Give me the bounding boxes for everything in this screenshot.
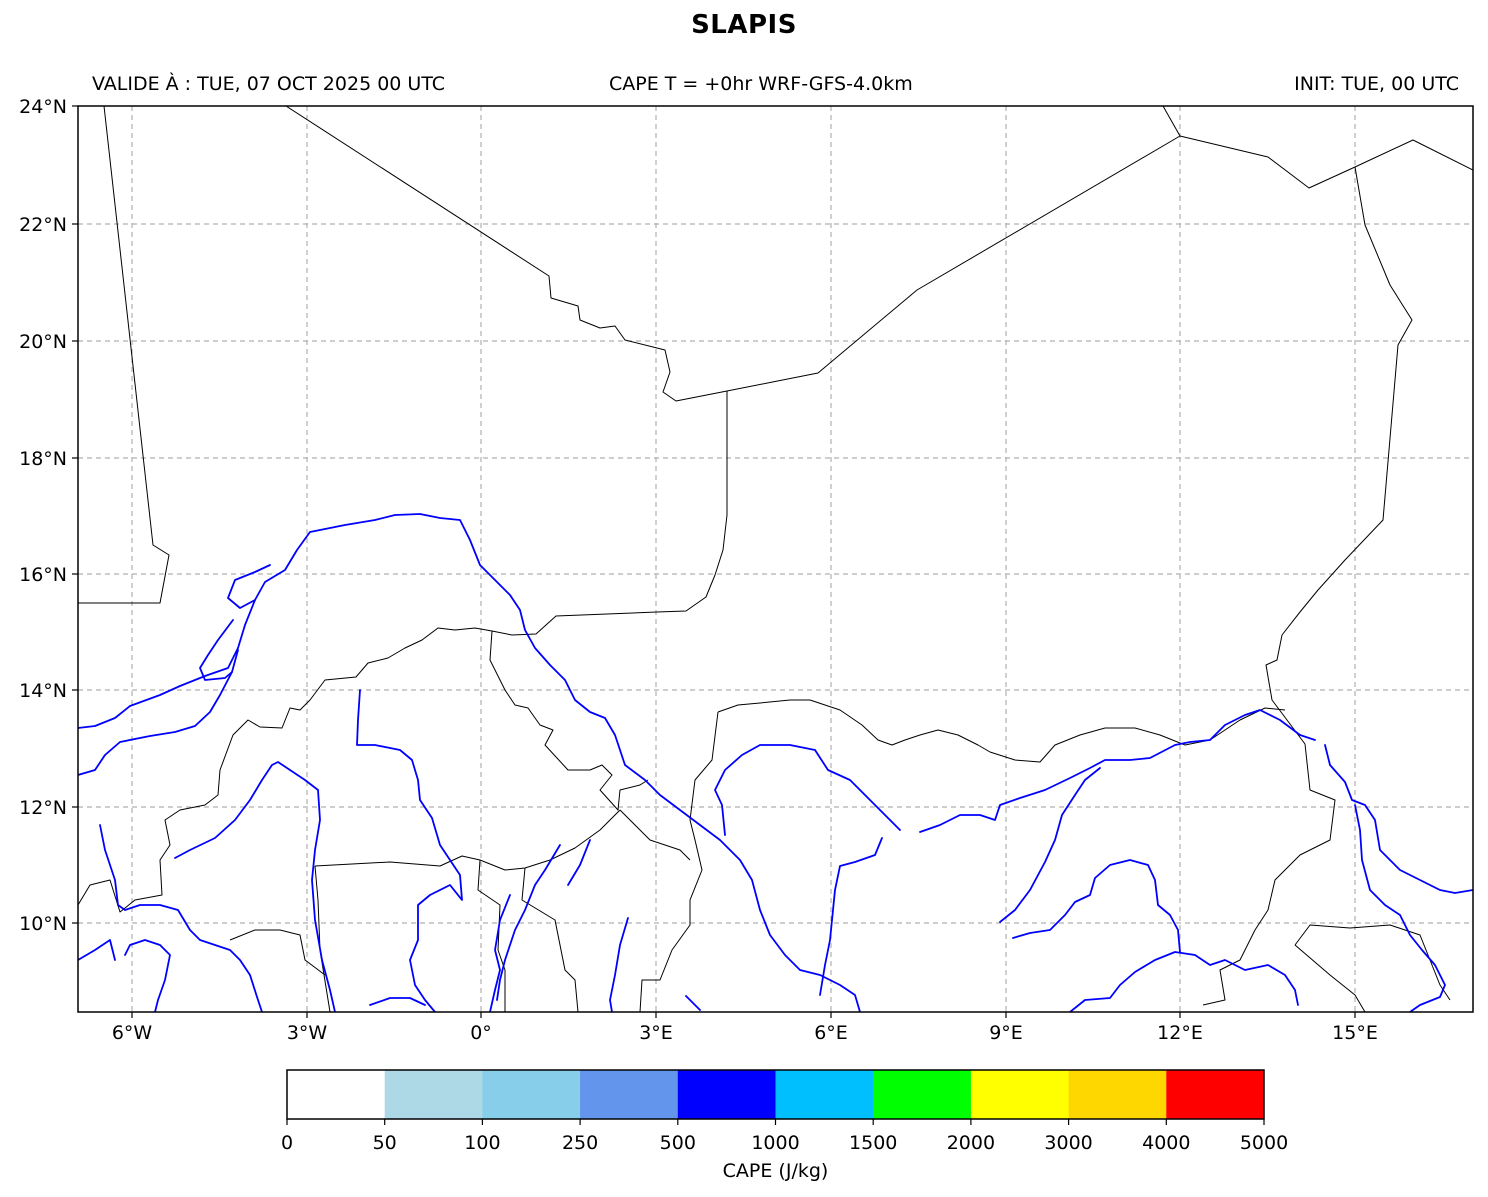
- colorbar-cell: [970, 1070, 1070, 1119]
- country-borders: [78, 106, 1473, 1012]
- lat-label: 14°N: [19, 680, 67, 702]
- colorbar-cell: [1166, 1070, 1265, 1119]
- colorbar-tick-label: 250: [562, 1132, 598, 1154]
- lat-label: 12°N: [19, 797, 67, 819]
- map-panel: [77, 105, 1474, 1013]
- colorbar-tick-label: 2000: [947, 1132, 995, 1154]
- colorbar-tick-label: 100: [464, 1132, 500, 1154]
- lat-label: 22°N: [19, 214, 67, 236]
- colorbar-cell: [775, 1070, 874, 1119]
- lon-label: 3°E: [639, 1022, 673, 1044]
- lat-tick-marks: [72, 105, 78, 924]
- colorbar-label: CAPE (J/kg): [723, 1160, 829, 1182]
- lon-label: 6°W: [112, 1022, 153, 1044]
- colorbar-cell: [384, 1070, 483, 1119]
- colorbar-tick-label: 0: [281, 1132, 293, 1154]
- colorbar-cell: [287, 1070, 386, 1119]
- valid-time-label: VALIDE À : TUE, 07 OCT 2025 00 UTC: [92, 73, 446, 95]
- colorbar-tick-label: 3000: [1044, 1132, 1092, 1154]
- lat-label: 16°N: [19, 564, 67, 586]
- colorbar-tick-label: 50: [373, 1132, 397, 1154]
- colorbar-cell: [873, 1070, 972, 1119]
- lon-label: 0°: [470, 1022, 492, 1044]
- lat-label: 10°N: [19, 913, 67, 935]
- lat-label: 24°N: [19, 96, 67, 118]
- init-time-label: INIT: TUE, 00 UTC: [1294, 73, 1459, 95]
- map-title: SLAPIS: [691, 10, 797, 40]
- field-label: CAPE T = +0hr WRF-GFS-4.0km: [609, 73, 913, 95]
- lon-tick-labels: 6°W 3°W 0° 3°E 6°E 9°E 12°E 15°E: [112, 1022, 1378, 1044]
- colorbar-tick-label: 1000: [751, 1132, 799, 1154]
- colorbar-tick-label: 4000: [1142, 1132, 1190, 1154]
- colorbar-cell: [1068, 1070, 1167, 1119]
- colorbar-tick-label: 5000: [1240, 1132, 1288, 1154]
- colorbar-tick-label: 1500: [849, 1132, 897, 1154]
- lat-label: 20°N: [19, 331, 67, 353]
- lat-tick-labels: 24°N 22°N 20°N 18°N 16°N 14°N 12°N 10°N: [19, 96, 67, 935]
- map-frame: [77, 105, 1474, 1013]
- colorbar-cell: [677, 1070, 776, 1119]
- map-gridlines: [78, 106, 1473, 1012]
- lat-label: 18°N: [19, 448, 67, 470]
- rivers: [78, 513, 1473, 1012]
- colorbar-cell: [580, 1070, 679, 1119]
- colorbar: 0 50 100 250 500 1000 1500 2000 3000 4000 5000 CAP…: [281, 1069, 1288, 1182]
- lon-label: 6°E: [814, 1022, 848, 1044]
- lon-tick-marks: [131, 1012, 1356, 1018]
- lon-label: 12°E: [1157, 1022, 1203, 1044]
- lon-label: 15°E: [1332, 1022, 1378, 1044]
- colorbar-cell: [482, 1070, 581, 1119]
- colorbar-tick-label: 500: [660, 1132, 696, 1154]
- lon-label: 9°E: [989, 1022, 1023, 1044]
- lon-label: 3°W: [287, 1022, 328, 1044]
